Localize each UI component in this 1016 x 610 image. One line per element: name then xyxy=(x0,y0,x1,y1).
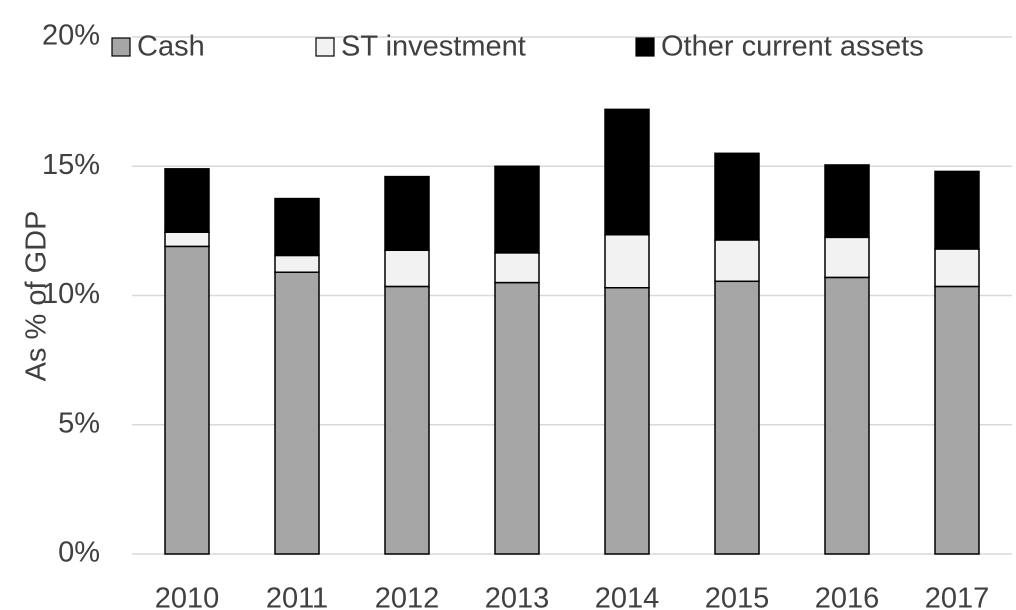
legend-swatch xyxy=(635,37,655,57)
x-tick-label: 2012 xyxy=(375,583,440,610)
x-tick-label: 2010 xyxy=(155,583,220,610)
x-tick-label: 2011 xyxy=(266,583,328,610)
legend-label: ST investment xyxy=(341,31,526,63)
bar-segment xyxy=(714,152,760,241)
bar-segment xyxy=(164,168,210,233)
bar-segment xyxy=(714,239,760,283)
bar-segment xyxy=(384,285,430,555)
y-axis-label: As % of GDP xyxy=(21,211,53,382)
bar-segment xyxy=(824,236,870,279)
legend-swatch xyxy=(315,37,335,57)
x-tick-label: 2013 xyxy=(485,583,550,610)
bar-segment xyxy=(934,285,980,555)
legend-label: Other current assets xyxy=(661,31,924,63)
x-tick-label: 2016 xyxy=(815,583,880,610)
bar-segment xyxy=(934,170,980,250)
bar-segment xyxy=(274,271,320,555)
bar-segment xyxy=(604,234,650,289)
x-tick-label: 2015 xyxy=(705,583,770,610)
bar-segment xyxy=(494,252,540,284)
bar-segment xyxy=(274,254,320,273)
bar-segment xyxy=(384,175,430,252)
bar-segment xyxy=(494,165,540,254)
bar-segment xyxy=(934,248,980,288)
legend-swatch xyxy=(111,37,131,57)
y-tick-label: 5% xyxy=(58,407,100,439)
x-tick-label: 2014 xyxy=(595,583,660,610)
bar-segment xyxy=(604,286,650,555)
bar-segment xyxy=(384,249,430,288)
bar-segment xyxy=(164,231,210,248)
bar-segment xyxy=(494,281,540,555)
bar-segment xyxy=(604,108,650,236)
y-tick-label: 10% xyxy=(42,278,100,310)
bar-segment xyxy=(164,245,210,555)
legend-label: Cash xyxy=(137,31,205,63)
y-tick-label: 0% xyxy=(58,537,100,569)
bar-segment xyxy=(274,197,320,257)
x-tick-label: 2017 xyxy=(925,583,990,610)
bar-segment xyxy=(824,164,870,239)
bar-segment xyxy=(714,280,760,555)
y-tick-label: 20% xyxy=(42,20,100,52)
bar-segment xyxy=(824,276,870,555)
y-tick-label: 15% xyxy=(42,149,100,181)
